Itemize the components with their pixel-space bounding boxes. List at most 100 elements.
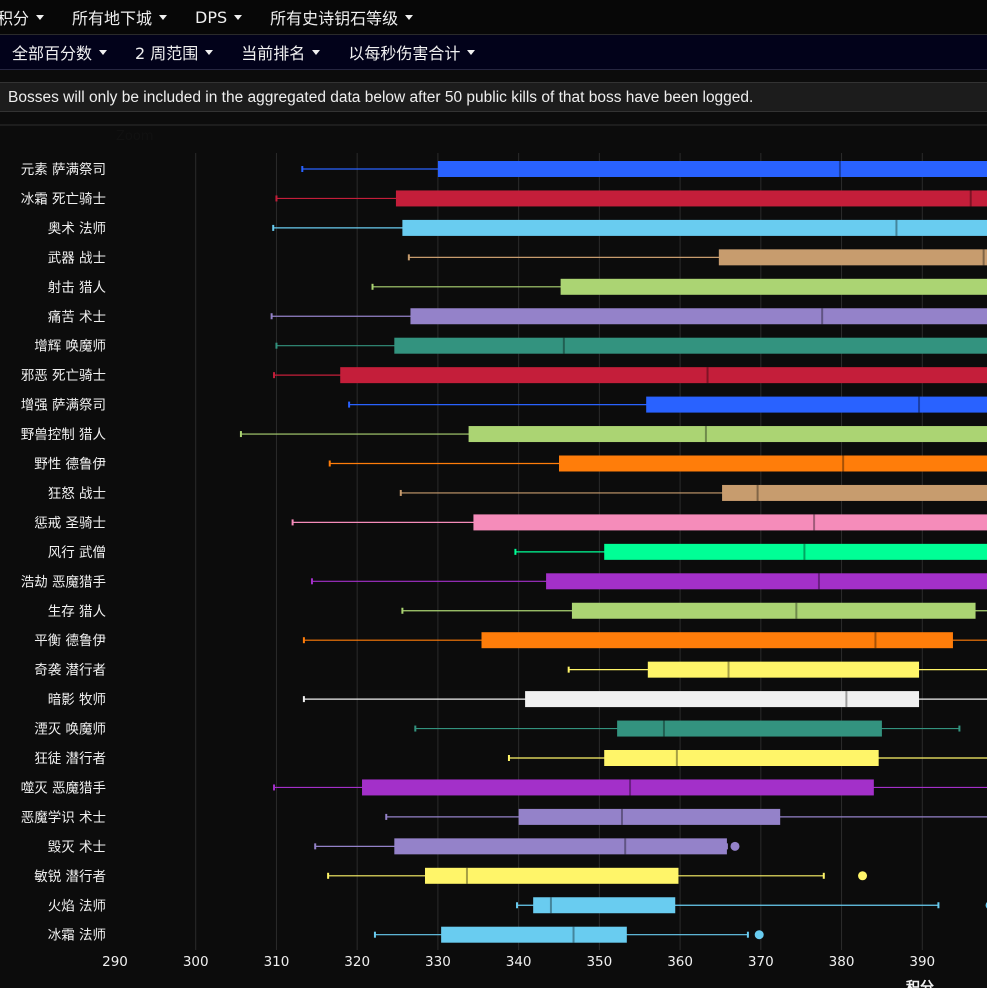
- box-series[interactable]: [373, 926, 764, 943]
- box-series[interactable]: [273, 779, 987, 796]
- ranking-dropdown[interactable]: 当前排名: [227, 40, 334, 64]
- top-navigation: 积分 所有地下城 DPS 所有史诗钥石等级: [0, 0, 987, 35]
- box-series[interactable]: [399, 484, 987, 501]
- x-tick-label: 340: [506, 954, 532, 970]
- box-series[interactable]: [272, 219, 987, 236]
- time-range-dropdown[interactable]: 2 周范围: [121, 40, 227, 64]
- box-series[interactable]: [414, 720, 961, 737]
- box-series[interactable]: [348, 396, 987, 413]
- box-series[interactable]: [273, 367, 987, 384]
- iqr-box: [647, 661, 920, 678]
- box-series[interactable]: [275, 190, 987, 207]
- iqr-box: [646, 396, 987, 413]
- box-series[interactable]: [310, 573, 987, 590]
- category-label: 增辉 唤魔师: [34, 339, 106, 355]
- box-series[interactable]: [328, 455, 987, 472]
- iqr-box: [617, 720, 882, 737]
- box-series[interactable]: [567, 661, 987, 678]
- chevron-down-icon: [99, 49, 108, 55]
- box-series[interactable]: [407, 249, 987, 266]
- zoom-label[interactable]: Zoom: [116, 129, 154, 144]
- iqr-box: [571, 602, 976, 619]
- chevron-down-icon: [205, 49, 214, 55]
- category-label: 野兽控制 猎人: [21, 427, 107, 443]
- x-tick-label: 380: [829, 954, 855, 970]
- box-series[interactable]: [401, 602, 987, 619]
- category-label: 火焰 法师: [48, 898, 106, 914]
- chevron-down-icon: [159, 14, 168, 20]
- box-series[interactable]: [507, 750, 987, 766]
- box-series[interactable]: [301, 161, 987, 177]
- x-axis-ticks: 290 300 310 320 330 340 350 360 370 380 390: [102, 954, 935, 970]
- category-label: 敏锐 潜行者: [34, 869, 106, 885]
- chevron-down-icon: [405, 14, 414, 20]
- dungeon-dropdown[interactable]: 所有地下城: [58, 5, 181, 29]
- keystone-level-dropdown-label: 所有史诗钥石等级: [270, 9, 399, 28]
- score-dropdown[interactable]: 积分: [0, 5, 58, 29]
- iqr-box: [718, 249, 987, 266]
- box-series[interactable]: [514, 543, 987, 560]
- iqr-box: [362, 779, 874, 796]
- category-label: 暗影 牧师: [48, 692, 106, 708]
- iqr-box: [473, 514, 987, 531]
- x-tick-label: 360: [667, 954, 693, 970]
- outlier-point: [858, 871, 868, 881]
- chevron-down-icon: [312, 49, 321, 55]
- box-series[interactable]: [239, 426, 987, 443]
- iqr-box: [533, 897, 676, 914]
- category-label: 生存 猎人: [48, 604, 107, 620]
- iqr-box: [441, 926, 627, 943]
- box-series[interactable]: [302, 691, 987, 708]
- category-label: 元素 萨满祭司: [21, 162, 106, 178]
- chevron-down-icon: [36, 14, 45, 20]
- filter-navigation: 全部百分数 2 周范围 当前排名 以每秒伤害合计: [0, 35, 987, 70]
- iqr-box: [722, 484, 987, 501]
- box-series[interactable]: [302, 632, 987, 649]
- box-series[interactable]: [291, 514, 987, 531]
- category-label: 痛苦 术士: [48, 308, 106, 325]
- x-tick-label: 300: [183, 954, 209, 970]
- category-label: 浩劫 恶魔猎手: [21, 574, 106, 590]
- outlier-point: [754, 930, 764, 940]
- percentile-dropdown[interactable]: 全部百分数: [0, 40, 121, 64]
- category-label: 狂怒 战士: [48, 486, 106, 502]
- chevron-down-icon: [234, 14, 243, 20]
- box-series[interactable]: [327, 867, 868, 884]
- iqr-box: [481, 632, 953, 649]
- category-label: 奥术 法师: [48, 220, 106, 237]
- category-label: 平衡 德鲁伊: [34, 633, 106, 649]
- role-dropdown[interactable]: DPS: [181, 8, 256, 27]
- x-tick-label: 350: [586, 954, 612, 970]
- iqr-box: [394, 838, 727, 855]
- box-series[interactable]: [270, 308, 987, 325]
- category-label: 风行 武僧: [48, 545, 106, 561]
- iqr-box: [604, 750, 879, 766]
- keystone-level-dropdown[interactable]: 所有史诗钥石等级: [256, 5, 427, 29]
- x-tick-label: 290: [102, 954, 128, 970]
- box-series[interactable]: [371, 278, 987, 295]
- box-series[interactable]: [275, 337, 987, 354]
- metric-dropdown-label: 以每秒伤害合计: [348, 44, 461, 63]
- outlier-point: [730, 841, 740, 851]
- box-series[interactable]: [385, 808, 987, 825]
- iqr-box: [395, 190, 987, 207]
- iqr-box: [340, 367, 987, 384]
- iqr-box: [424, 867, 679, 884]
- iqr-box: [394, 337, 987, 354]
- category-label: 射击 猎人: [48, 280, 107, 296]
- role-dropdown-label: DPS: [195, 7, 228, 27]
- iqr-box: [525, 691, 920, 708]
- category-label: 冰霜 法师: [48, 928, 106, 944]
- x-axis-title: 积分: [906, 979, 934, 988]
- box-series[interactable]: [314, 838, 740, 855]
- iqr-box: [559, 455, 987, 472]
- box-series[interactable]: [516, 897, 987, 914]
- divider: [0, 124, 987, 126]
- category-label: 野性 德鲁伊: [34, 457, 106, 473]
- x-tick-label: 370: [748, 954, 774, 970]
- score-dropdown-label: 积分: [0, 9, 30, 28]
- metric-dropdown[interactable]: 以每秒伤害合计: [334, 40, 489, 64]
- category-label: 惩戒 圣骑士: [34, 515, 106, 531]
